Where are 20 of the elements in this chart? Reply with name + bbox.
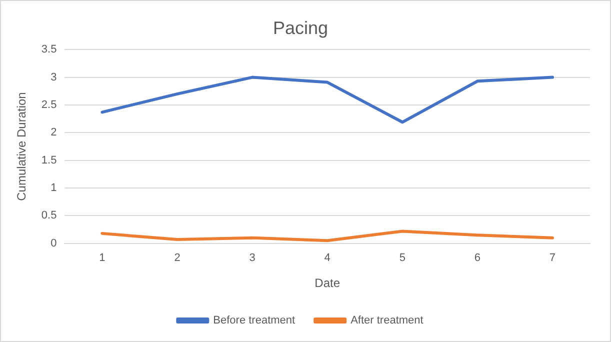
x-tick-label: 3	[249, 252, 256, 264]
y-tick-label: 1	[50, 182, 57, 194]
legend-label: Before treatment	[213, 314, 296, 327]
x-tick-label: 7	[549, 252, 556, 264]
legend-label: After treatment	[350, 314, 424, 327]
x-tick-label: 2	[174, 252, 180, 264]
y-tick-label: 3	[50, 71, 57, 84]
y-axis-title: Cumulative Duration	[14, 92, 29, 201]
y-tick-label: 0.5	[41, 210, 57, 222]
y-tick-label: 2	[50, 126, 57, 139]
x-tick-label: 6	[474, 252, 480, 264]
x-axis-title: Date	[314, 276, 340, 290]
y-tick-label: 1.5	[41, 154, 57, 166]
x-tick-label: 4	[324, 252, 330, 264]
y-tick-label: 0	[50, 237, 57, 250]
x-tick-label: 1	[99, 252, 106, 264]
chart-title: Pacing	[272, 18, 328, 38]
y-tick-label: 3.5	[41, 44, 57, 56]
x-tick-label: 5	[399, 252, 406, 264]
y-tick-label: 2.5	[41, 99, 57, 112]
